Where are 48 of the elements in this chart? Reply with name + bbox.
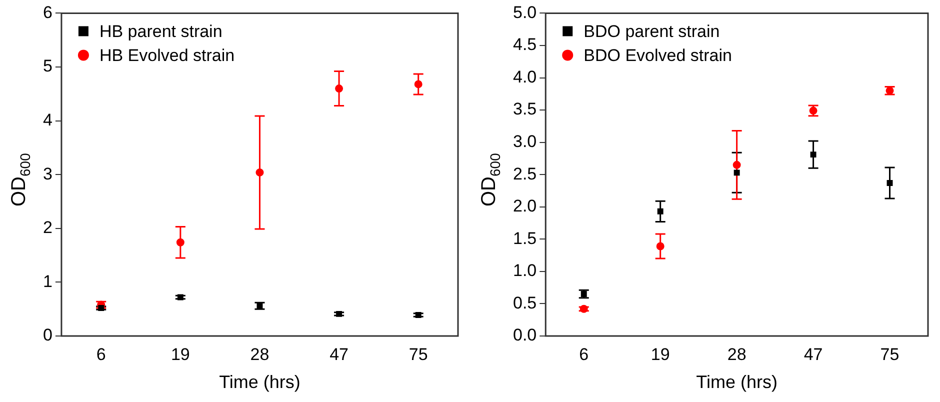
y-tick-label: 5.0 [512,2,537,22]
y-tick-label: 4.5 [512,35,537,54]
point [810,152,816,158]
x-tick-label: 28 [250,344,270,364]
legend-label: HB Evolved strain [99,46,235,65]
legend-label: BDO parent strain [584,22,720,41]
point [656,242,664,250]
point [98,305,104,311]
point [177,294,184,300]
point [176,238,184,246]
y-tick-label: 2.0 [512,196,537,216]
x-tick-label: 19 [650,344,670,364]
y-tick-label: 2.5 [512,164,537,184]
y-tick-label: 0.5 [512,293,537,312]
x-tick-label: 6 [579,344,589,364]
x-tick-label: 75 [880,344,900,364]
x-tick-label: 47 [804,344,823,364]
y-tick-label: 5 [42,56,52,76]
point [732,160,741,169]
x-axis-title: Time (hrs) [696,372,778,392]
x-tick-label: 47 [330,344,348,364]
y-tick-label: 3.5 [512,100,537,119]
x-tick-label: 6 [96,344,106,364]
point [414,80,422,88]
legend-label: HB parent strain [99,22,222,41]
x-tick-label: 19 [170,344,190,364]
y-tick-label: 4.0 [512,67,537,86]
y-tick-label: 3 [42,164,52,184]
x-tick-label: 75 [408,344,428,364]
y-tick-label: 1.0 [512,261,537,280]
point [335,84,344,93]
point [657,208,664,214]
point [336,310,342,317]
y-tick-label: 4 [42,110,52,130]
point [886,180,893,186]
y-tick-label: 1.5 [512,228,537,248]
point [415,312,422,318]
point [734,170,740,176]
y-tick-label: 6 [42,2,52,22]
y-tick-label: 0 [42,326,52,345]
y-tick-label: 1 [42,272,52,291]
point [256,168,264,176]
y-tick-label: 3.0 [512,132,537,152]
legend-label: BDO Evolved strain [584,46,732,65]
y-tick-label: 0.0 [512,326,537,345]
x-tick-label: 28 [727,344,746,364]
y-tick-label: 2 [42,218,52,238]
x-axis-title: Time (hrs) [219,372,300,392]
